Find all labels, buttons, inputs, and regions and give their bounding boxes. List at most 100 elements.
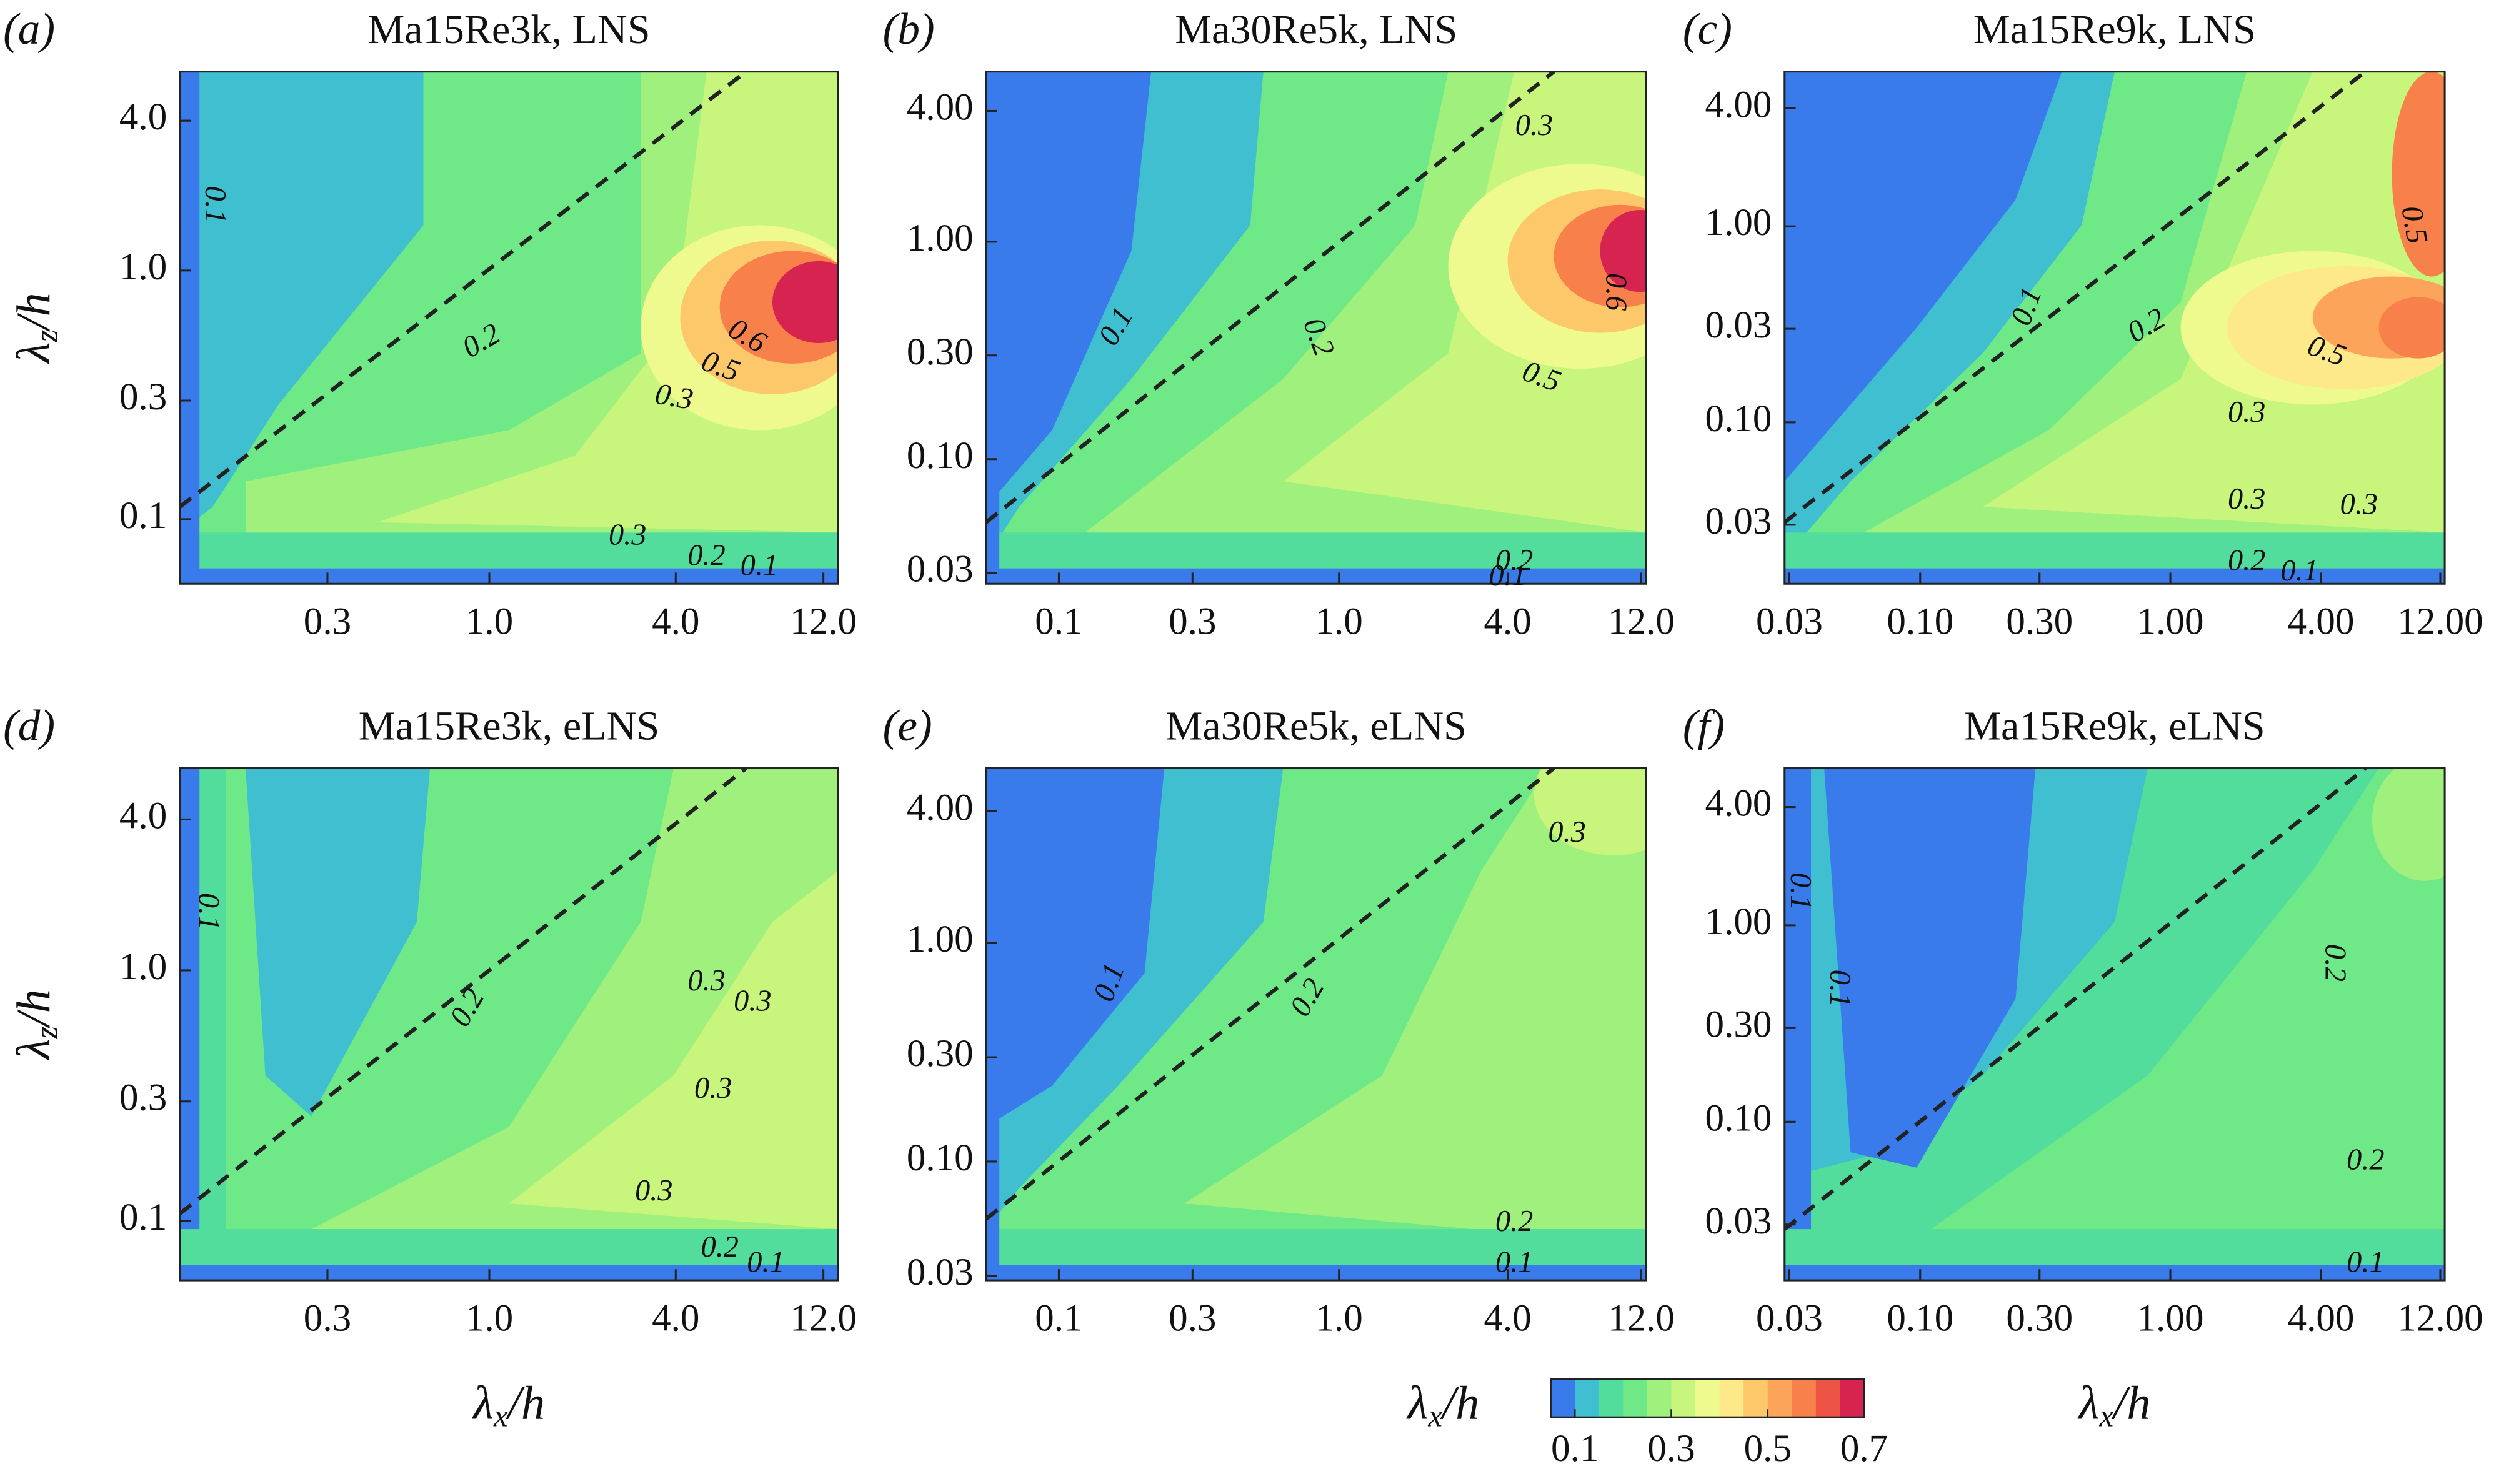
y-tick-label: 4.00 — [907, 86, 974, 128]
contour-label: 0.6 — [1599, 273, 1632, 311]
colorbar-segment — [1719, 1378, 1745, 1417]
x-tick-label: 1.00 — [2137, 600, 2204, 642]
contour-region — [986, 71, 1000, 584]
contour-label: 0.2 — [2318, 944, 2352, 982]
x-tick-label: 4.00 — [2288, 600, 2355, 642]
panel-label: (a) — [3, 4, 55, 54]
contour-label: 0.3 — [2340, 487, 2378, 520]
axis-label-rest: /h — [7, 989, 60, 1028]
plot-frame — [179, 767, 839, 1282]
contour-region — [179, 1265, 839, 1281]
x-tick-label: 12.00 — [2397, 1297, 2483, 1339]
axis-label: λx/h — [1406, 1376, 1479, 1433]
y-tick-label: 1.0 — [119, 946, 167, 988]
colorbar-segment — [1840, 1378, 1865, 1417]
contour-region — [245, 768, 431, 1117]
contour-region — [179, 768, 200, 1281]
contour-label: 0.2 — [687, 539, 725, 572]
panel-title: Ma30Re5k, eLNS — [1166, 704, 1467, 749]
contour-region — [2392, 71, 2445, 277]
reference-line — [986, 71, 1555, 524]
colorbar-segment — [1743, 1378, 1769, 1417]
colorbar-segment — [1599, 1378, 1624, 1417]
y-tick-label: 4.00 — [1705, 84, 1772, 126]
contour-label: 0.1 — [2280, 554, 2318, 587]
axis-label: λx/h — [472, 1376, 545, 1433]
contour-label: 0.5 — [2395, 203, 2434, 246]
contour-label: 0.3 — [694, 1072, 732, 1105]
reference-line — [179, 768, 747, 1216]
contour-label: 0.2 — [701, 1230, 738, 1263]
axis-label-subscript: x — [493, 1398, 508, 1433]
contour-region — [179, 71, 424, 533]
panel-label: (e) — [883, 701, 932, 750]
y-tick-label: 0.3 — [119, 376, 167, 418]
axis-label: λz/h — [7, 292, 64, 364]
panel-title: Ma15Re9k, LNS — [1973, 7, 2256, 52]
plot-frame — [985, 767, 1647, 1282]
panel-title: Ma15Re9k, eLNS — [1964, 704, 2265, 749]
y-tick-label: 1.00 — [907, 217, 974, 259]
x-tick-label: 0.3 — [1169, 600, 1216, 642]
axis-label-symbol: λ — [472, 1376, 494, 1429]
axis-label-rest: /h — [1440, 1376, 1479, 1429]
contour-label: 0.3 — [687, 964, 725, 997]
y-tick-label: 0.03 — [907, 549, 974, 590]
panel-title: Ma15Re3k, LNS — [367, 7, 650, 52]
contour-label: 0.3 — [635, 1174, 672, 1207]
x-tick-label: 0.10 — [1887, 1297, 1953, 1339]
reference-line — [1784, 71, 2367, 524]
plot-frame — [1783, 767, 2446, 1282]
contour-field — [179, 768, 839, 1281]
y-tick-label: 4.00 — [1705, 783, 1772, 825]
y-tick-label: 0.03 — [1705, 500, 1772, 542]
axis-label: λz/h — [7, 989, 64, 1060]
contour-region — [986, 568, 1647, 584]
contour-label: 0.1 — [747, 1246, 784, 1279]
axis-label-rest: /h — [2111, 1376, 2150, 1429]
contour-region — [986, 768, 1000, 1281]
contour-region — [772, 261, 839, 344]
colorbar-tick-label: 0.5 — [1744, 1428, 1792, 1470]
axis-label-subscript: x — [1427, 1398, 1442, 1433]
plot-frame — [1783, 71, 2446, 585]
reference-line — [986, 768, 1555, 1221]
axis-label-symbol: λ — [1406, 1376, 1428, 1429]
contour-region — [1784, 768, 1812, 1281]
contour-region — [986, 1229, 1647, 1265]
contour-region — [1784, 1265, 2445, 1281]
contour-field — [1784, 71, 2445, 584]
contour-label: 0.1 — [1823, 970, 1857, 1007]
axis-label-subscript: z — [29, 330, 64, 343]
y-tick-label: 1.00 — [1705, 901, 1772, 943]
contour-label: 0.2 — [2347, 1143, 2384, 1177]
y-tick-label: 1.00 — [907, 919, 974, 960]
panel-title: Ma15Re3k, eLNS — [359, 704, 659, 749]
panel-label: (d) — [3, 701, 55, 750]
contour-field — [986, 71, 1647, 584]
x-tick-label: 12.0 — [1608, 1297, 1675, 1339]
axis-label: λx/h — [2077, 1376, 2150, 1433]
contour-label: 0.1 — [2347, 1246, 2384, 1279]
y-tick-label: 0.10 — [907, 1137, 974, 1179]
contour-region — [1534, 768, 1647, 855]
x-tick-label: 0.3 — [304, 600, 351, 642]
contour-label: 0.3 — [2228, 396, 2265, 429]
colorbar-segment — [1792, 1378, 1817, 1417]
y-tick-label: 0.3 — [119, 1077, 167, 1119]
contour-region — [1917, 768, 2445, 1255]
contour-region — [986, 768, 1165, 1127]
reference-line — [1784, 768, 2367, 1231]
x-tick-label: 0.3 — [1169, 1297, 1216, 1339]
contour-label: 0.3 — [1515, 109, 1553, 142]
contour-label: 0.3 — [652, 377, 696, 417]
y-tick-label: 0.30 — [1705, 1003, 1772, 1045]
axis-label-symbol: λ — [7, 342, 60, 364]
y-tick-label: 0.03 — [907, 1252, 974, 1293]
contour-region — [1184, 768, 1647, 1245]
contour-label: 0.1 — [199, 186, 232, 224]
colorbar-segment — [1647, 1378, 1672, 1417]
contour-label: 0.1 — [1489, 559, 1526, 592]
contour-region — [1784, 1229, 2445, 1265]
